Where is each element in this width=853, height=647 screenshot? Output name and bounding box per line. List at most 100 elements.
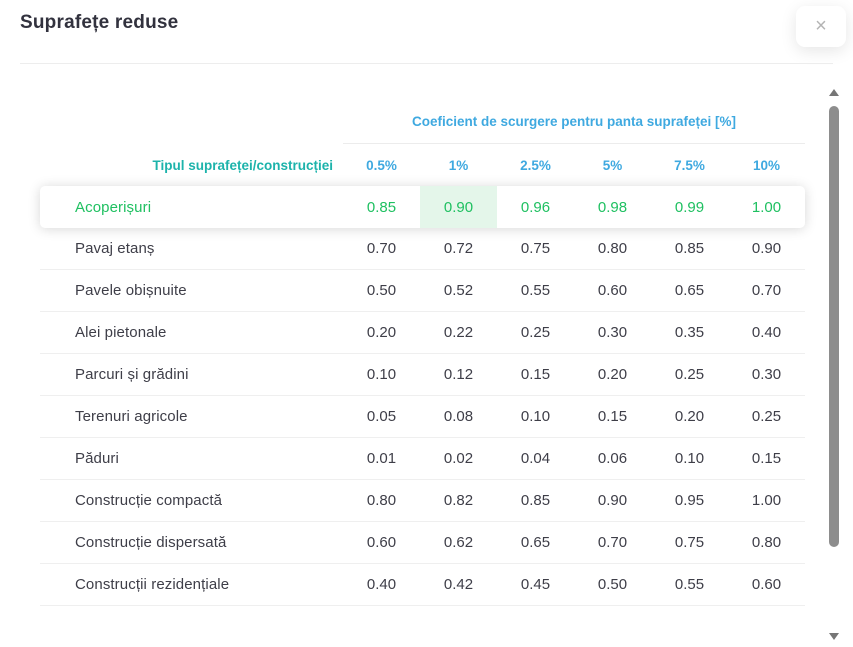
coefficient-cell[interactable]: 0.08	[443, 408, 474, 425]
coefficient-cell[interactable]: 0.80	[751, 534, 782, 551]
coefficient-cell[interactable]: 0.90	[751, 240, 782, 257]
coefficient-cell[interactable]: 0.50	[366, 282, 397, 299]
group-header-label: Coeficient de scurgere pentru panta supr…	[343, 106, 805, 144]
table-row[interactable]: Pavele obișnuite 0.50 0.52 0.55 0.60 0.65 0.70	[40, 270, 805, 312]
coefficient-cell[interactable]: 0.99	[674, 198, 705, 216]
coefficient-cell[interactable]: 0.75	[674, 534, 705, 551]
scroll-down-arrow-icon[interactable]	[829, 633, 839, 640]
surface-type-label: Pavaj etanș	[75, 240, 155, 257]
coefficient-cell[interactable]: 0.45	[520, 576, 551, 593]
group-header-spacer	[40, 106, 343, 144]
coefficient-cell[interactable]: 0.90	[597, 492, 628, 509]
coefficient-cell[interactable]: 0.22	[443, 324, 474, 341]
surface-type-label: Pavele obișnuite	[75, 282, 187, 299]
coefficient-cell[interactable]: 0.60	[366, 534, 397, 551]
surface-type-label: Construcție compactă	[75, 492, 223, 509]
scroll-up-arrow-icon[interactable]	[829, 89, 839, 96]
coefficient-cell[interactable]: 0.35	[674, 324, 705, 341]
coefficient-cell[interactable]: 0.52	[443, 282, 474, 299]
coefficient-cell[interactable]: 0.25	[674, 366, 705, 383]
coefficient-cell[interactable]: 0.20	[597, 366, 628, 383]
coefficient-cell[interactable]: 0.75	[520, 240, 551, 257]
slope-column-header: 7.5%	[674, 157, 705, 173]
coefficient-cell[interactable]: 0.70	[751, 282, 782, 299]
coefficient-cell[interactable]: 0.85	[366, 198, 397, 216]
coefficient-cell[interactable]: 0.96	[520, 198, 551, 216]
coefficient-cell[interactable]: 0.80	[366, 492, 397, 509]
close-button[interactable]: ×	[796, 6, 846, 47]
table-row[interactable]: Păduri 0.01 0.02 0.04 0.06 0.10 0.15	[40, 438, 805, 480]
coefficient-cell[interactable]: 0.72	[443, 240, 474, 257]
coefficient-cell[interactable]: 0.55	[674, 576, 705, 593]
table-row[interactable]: Alei pietonale 0.20 0.22 0.25 0.30 0.35 0.40	[40, 312, 805, 354]
slope-column-header: 5%	[602, 157, 623, 173]
coefficient-cell[interactable]: 0.70	[597, 534, 628, 551]
table-row[interactable]: Construcție compactă 0.80 0.82 0.85 0.90 0.95…	[40, 480, 805, 522]
coefficient-cell[interactable]: 0.20	[674, 408, 705, 425]
coefficient-cell[interactable]: 0.04	[520, 450, 551, 467]
surface-type-label: Parcuri și grădini	[75, 366, 189, 383]
table-row[interactable]: Acoperișuri 0.85 0.90 0.96 0.98 0.99 1.00	[40, 186, 805, 228]
coefficient-cell[interactable]: 0.20	[366, 324, 397, 341]
surface-type-label: Construcții rezidențiale	[75, 576, 230, 593]
table-row[interactable]: Pavaj etanș 0.70 0.72 0.75 0.80 0.85 0.90	[40, 228, 805, 270]
coefficient-cell[interactable]: 0.25	[520, 324, 551, 341]
table-group-header-row: Coeficient de scurgere pentru panta supr…	[40, 106, 805, 144]
coefficient-cell[interactable]: 0.85	[520, 492, 551, 509]
coefficient-cell[interactable]: 0.55	[520, 282, 551, 299]
coefficient-cell[interactable]: 0.30	[751, 366, 782, 383]
coefficient-cell[interactable]: 0.01	[366, 450, 397, 467]
surface-type-label: Alei pietonale	[75, 324, 167, 341]
type-column-header: Tipul suprafeței/construcției	[152, 157, 333, 173]
surface-type-label: Terenuri agricole	[75, 408, 188, 425]
slope-column-header: 0.5%	[366, 157, 397, 173]
coefficient-cell[interactable]: 1.00	[751, 492, 782, 509]
coefficient-cell[interactable]: 0.40	[751, 324, 782, 341]
surface-type-label: Construcție dispersată	[75, 534, 227, 551]
coefficient-cell[interactable]: 0.85	[674, 240, 705, 257]
coefficient-cell[interactable]: 0.25	[751, 408, 782, 425]
scrollbar-thumb[interactable]	[829, 106, 839, 547]
surface-type-label: Acoperișuri	[75, 198, 152, 216]
coefficient-cell[interactable]: 0.40	[366, 576, 397, 593]
coefficient-cell[interactable]: 0.60	[751, 576, 782, 593]
coefficient-cell[interactable]: 0.10	[520, 408, 551, 425]
coefficient-cell[interactable]: 0.15	[520, 366, 551, 383]
coefficient-cell[interactable]: 0.62	[443, 534, 474, 551]
table-column-header-row: Tipul suprafeței/construcției 0.5% 1% 2.5%…	[40, 144, 805, 186]
coefficient-cell[interactable]: 0.10	[366, 366, 397, 383]
modal-title: Suprafețe reduse	[20, 12, 179, 33]
vertical-scrollbar[interactable]	[828, 85, 840, 643]
coefficient-cell[interactable]: 0.05	[366, 408, 397, 425]
coefficient-cell[interactable]: 0.02	[443, 450, 474, 467]
coefficient-cell[interactable]: 0.65	[674, 282, 705, 299]
coefficient-cell[interactable]: 0.12	[443, 366, 474, 383]
coefficient-cell[interactable]: 0.90	[420, 186, 497, 228]
table-body: Acoperișuri 0.85 0.90 0.96 0.98 0.99 1.00 Pavaj…	[40, 186, 805, 606]
table-row[interactable]: Parcuri și grădini 0.10 0.12 0.15 0.20 0.25 0.…	[40, 354, 805, 396]
table-row[interactable]: Construcții rezidențiale 0.40 0.42 0.45 0.50…	[40, 564, 805, 606]
coefficient-cell[interactable]: 0.70	[366, 240, 397, 257]
table-row[interactable]: Terenuri agricole 0.05 0.08 0.10 0.15 0.20 0.2…	[40, 396, 805, 438]
coefficient-cell[interactable]: 0.98	[597, 198, 628, 216]
coefficient-cell[interactable]: 0.10	[674, 450, 705, 467]
surface-type-label: Păduri	[75, 450, 119, 467]
coefficient-cell[interactable]: 0.06	[597, 450, 628, 467]
coefficient-cell[interactable]: 0.95	[674, 492, 705, 509]
slope-column-header: 1%	[448, 157, 469, 173]
table-row[interactable]: Construcție dispersată 0.60 0.62 0.65 0.70 0.…	[40, 522, 805, 564]
coefficient-cell[interactable]: 0.42	[443, 576, 474, 593]
coefficient-cell[interactable]: 0.80	[597, 240, 628, 257]
coefficient-cell[interactable]: 1.00	[751, 198, 782, 216]
coefficient-cell[interactable]: 0.30	[597, 324, 628, 341]
coefficient-cell[interactable]: 0.15	[751, 450, 782, 467]
coefficient-cell[interactable]: 0.60	[597, 282, 628, 299]
coefficient-cell[interactable]: 0.50	[597, 576, 628, 593]
coefficient-cell[interactable]: 0.15	[597, 408, 628, 425]
coefficient-cell[interactable]: 0.82	[443, 492, 474, 509]
coefficient-cell[interactable]: 0.65	[520, 534, 551, 551]
slope-column-header: 2.5%	[520, 157, 551, 173]
slope-column-header: 10%	[752, 157, 781, 173]
coefficients-table: Coeficient de scurgere pentru panta supr…	[40, 106, 805, 606]
